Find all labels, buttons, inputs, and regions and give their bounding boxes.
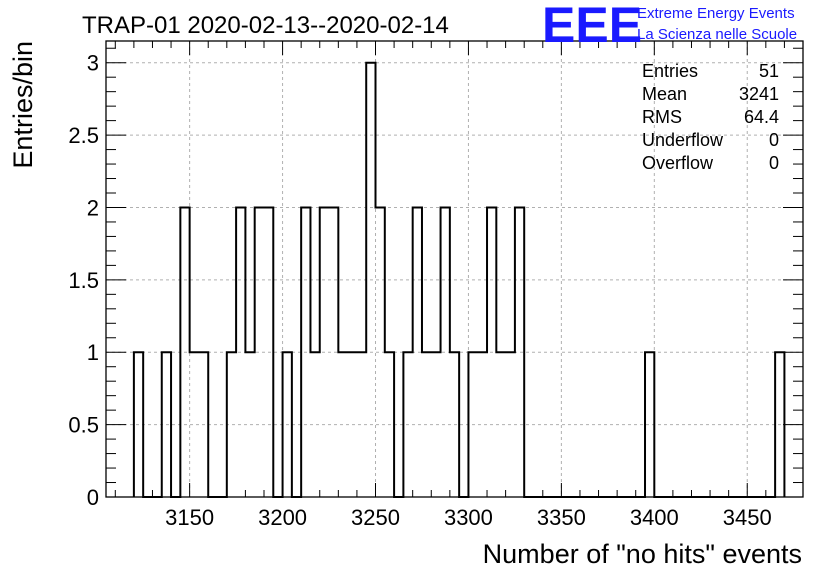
- stats-box: Entries 51 Mean 3241 RMS 64.4 Underflow 0 Overfl…: [642, 61, 779, 173]
- y-tick-label: 1.5: [68, 268, 99, 293]
- stats-value: 64.4: [744, 107, 779, 127]
- x-axis-label: Number of "no hits" events: [483, 539, 802, 569]
- axis-ticks: [106, 41, 804, 498]
- y-tick-label: 3: [87, 51, 99, 76]
- y-tick-label: 0.5: [68, 413, 99, 438]
- x-tick-label: 3350: [537, 505, 586, 530]
- stats-label: RMS: [642, 107, 682, 127]
- stats-label: Mean: [642, 84, 687, 104]
- eee-logo: EEE Extreme Energy Events La Scienza nel…: [542, 0, 797, 53]
- histogram-outline: [132, 61, 786, 498]
- stats-label: Entries: [642, 61, 698, 81]
- y-tick-label: 2.5: [68, 123, 99, 148]
- x-tick-label: 3300: [444, 505, 493, 530]
- plot-frame: [105, 40, 804, 498]
- stats-value: 51: [759, 61, 779, 81]
- stats-value: 3241: [739, 84, 779, 104]
- axis-tick-labels: 3150 3200 3250 3300 3350 3400 3450 0 0.5 1 1.5 2 2.5…: [68, 51, 771, 530]
- stats-value: 0: [769, 153, 779, 173]
- chart-title: TRAP-01 2020-02-13--2020-02-14: [82, 12, 449, 39]
- stats-value: 0: [769, 130, 779, 150]
- logo-mark: EEE: [542, 0, 642, 53]
- x-tick-label: 3150: [165, 505, 214, 530]
- y-tick-label: 0: [87, 485, 99, 510]
- x-tick-label: 3200: [258, 505, 307, 530]
- x-tick-label: 3450: [723, 505, 772, 530]
- y-tick-label: 2: [87, 195, 99, 220]
- x-tick-label: 3250: [351, 505, 400, 530]
- logo-line-2: La Scienza nelle Scuole: [637, 26, 797, 43]
- y-axis-label: Entries/bin: [8, 41, 38, 169]
- stats-label: Underflow: [642, 130, 724, 150]
- grid-lines: [106, 41, 803, 497]
- logo-line-1: Extreme Energy Events: [637, 5, 795, 22]
- stats-label: Overflow: [642, 153, 714, 173]
- y-tick-label: 1: [87, 340, 99, 365]
- x-tick-label: 3400: [630, 505, 679, 530]
